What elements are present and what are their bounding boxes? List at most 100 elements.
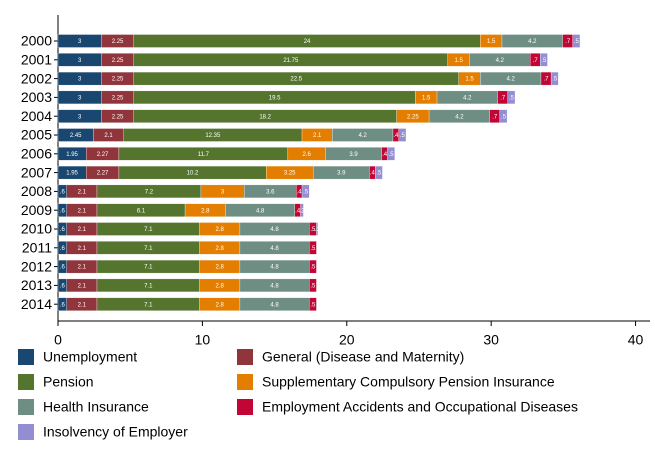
data-label: 7.2 bbox=[145, 189, 154, 195]
x-tick-label: 10 bbox=[195, 332, 211, 348]
legend-label: Unemployment bbox=[43, 349, 137, 365]
data-label: 4.2 bbox=[358, 133, 367, 139]
bar-segment bbox=[309, 278, 317, 293]
data-label: 7.1 bbox=[144, 246, 153, 252]
data-label: .7 bbox=[565, 39, 571, 45]
legend-label: Employment Accidents and Occupational Di… bbox=[262, 399, 578, 415]
data-label: 2.25 bbox=[112, 58, 124, 64]
data-label: 4.8 bbox=[270, 246, 279, 252]
legend-label: Supplementary Compulsory Pension Insuran… bbox=[262, 374, 555, 390]
y-tick-label: 2002 bbox=[21, 70, 52, 86]
y-tick-label: 2012 bbox=[21, 258, 52, 274]
legend-label: General (Disease and Maternity) bbox=[262, 349, 464, 365]
legend-swatch bbox=[18, 399, 34, 415]
data-label: .6 bbox=[60, 208, 66, 214]
data-label: 2.8 bbox=[216, 227, 225, 233]
data-label: .6 bbox=[60, 246, 66, 252]
bar-segment bbox=[300, 203, 304, 217]
legend-swatch bbox=[18, 374, 34, 390]
y-tick-label: 2003 bbox=[21, 89, 52, 105]
bar-segment bbox=[572, 34, 581, 48]
data-label: 4.8 bbox=[270, 283, 279, 289]
data-label: 3 bbox=[78, 77, 82, 83]
data-label: .7 bbox=[544, 77, 550, 83]
data-label: 2.8 bbox=[216, 246, 225, 252]
data-label: 6.1 bbox=[137, 208, 146, 214]
data-label: .5 bbox=[389, 152, 395, 158]
data-label: 3 bbox=[78, 58, 82, 64]
data-label: 2.25 bbox=[112, 95, 124, 101]
data-label: 2.1 bbox=[78, 189, 87, 195]
x-tick-label: 30 bbox=[483, 332, 499, 348]
data-label: 4.8 bbox=[270, 302, 279, 308]
data-label: .5 bbox=[310, 227, 316, 233]
bar-segment bbox=[301, 184, 310, 199]
y-tick-label: 2007 bbox=[21, 164, 52, 180]
bar-segment bbox=[499, 109, 508, 123]
data-label: 4.2 bbox=[506, 77, 515, 83]
data-label: 3 bbox=[221, 189, 225, 195]
data-label: 1.95 bbox=[66, 171, 78, 177]
data-label: 2.8 bbox=[201, 208, 210, 214]
x-tick-label: 40 bbox=[628, 332, 644, 348]
legend-swatch bbox=[237, 349, 253, 365]
bar-segment bbox=[550, 71, 559, 86]
data-label: 4.8 bbox=[256, 208, 265, 214]
data-label: 4.2 bbox=[455, 114, 464, 120]
data-label: 3.25 bbox=[284, 171, 296, 177]
x-tick-label: 20 bbox=[339, 332, 355, 348]
data-label: 24 bbox=[304, 39, 311, 45]
data-label: 4.2 bbox=[496, 58, 505, 64]
data-label: 2.1 bbox=[78, 208, 87, 214]
data-label: .4 bbox=[382, 152, 388, 158]
bar-segment bbox=[309, 297, 317, 311]
data-label: .6 bbox=[60, 265, 66, 271]
data-label: .5 bbox=[574, 39, 580, 45]
legend-swatch bbox=[18, 424, 34, 440]
data-label: 2.25 bbox=[112, 77, 124, 83]
bar-segment bbox=[398, 128, 407, 142]
data-label: .6 bbox=[60, 283, 66, 289]
bar-segment bbox=[387, 147, 395, 161]
legend-label: Insolvency of Employer bbox=[43, 424, 188, 440]
data-label: .1 bbox=[315, 227, 321, 233]
data-label: 19.5 bbox=[269, 95, 281, 101]
data-label: 18.2 bbox=[259, 114, 271, 120]
data-label: .6 bbox=[60, 227, 66, 233]
data-label: 4.2 bbox=[528, 39, 537, 45]
data-label: .5 bbox=[501, 114, 507, 120]
data-label: 2.25 bbox=[112, 39, 124, 45]
data-label: 2.8 bbox=[216, 302, 225, 308]
data-label: 2.8 bbox=[216, 265, 225, 271]
data-label: .5 bbox=[310, 283, 316, 289]
data-label: .4 bbox=[297, 189, 303, 195]
data-label: .4 bbox=[393, 133, 399, 139]
y-tick-label: 2011 bbox=[22, 240, 52, 256]
legend-swatch bbox=[237, 374, 253, 390]
data-label: 2.1 bbox=[78, 265, 87, 271]
data-label: .7 bbox=[533, 58, 539, 64]
y-tick-label: 2014 bbox=[21, 296, 52, 312]
y-tick-label: 2001 bbox=[21, 52, 52, 68]
data-label: 2.1 bbox=[78, 302, 87, 308]
legend-swatch bbox=[237, 399, 253, 415]
data-label: 2.27 bbox=[97, 171, 109, 177]
data-label: 2.8 bbox=[216, 283, 225, 289]
data-label: .5 bbox=[310, 265, 316, 271]
y-tick-label: 2008 bbox=[21, 183, 52, 199]
data-label: .5 bbox=[541, 58, 547, 64]
data-label: .6 bbox=[60, 302, 66, 308]
data-label: .5 bbox=[509, 95, 515, 101]
data-label: 7.1 bbox=[144, 302, 153, 308]
data-label: 3.9 bbox=[337, 171, 346, 177]
data-label: .2 bbox=[300, 208, 306, 214]
y-tick-label: 2009 bbox=[21, 202, 52, 218]
y-tick-label: 2005 bbox=[21, 127, 52, 143]
data-label: 1.5 bbox=[422, 95, 431, 101]
data-label: 2.45 bbox=[70, 133, 82, 139]
data-label: 7.1 bbox=[144, 265, 153, 271]
data-label: .5 bbox=[400, 133, 406, 139]
data-label: .6 bbox=[60, 189, 66, 195]
data-label: 2.25 bbox=[407, 114, 419, 120]
data-label: .5 bbox=[310, 246, 316, 252]
